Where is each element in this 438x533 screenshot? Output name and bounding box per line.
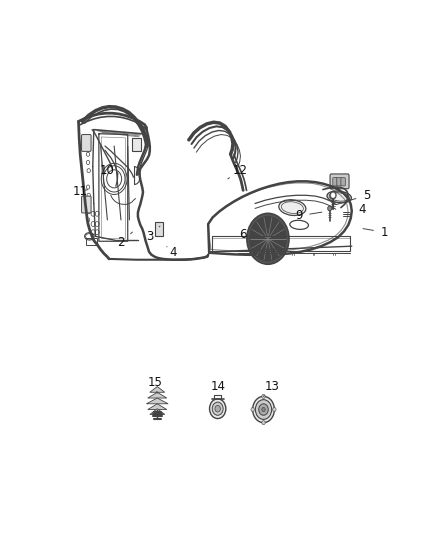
Text: 15: 15 [148,376,162,393]
Text: 11: 11 [73,185,88,198]
Text: 3: 3 [146,226,160,243]
Polygon shape [148,392,167,398]
Ellipse shape [279,200,306,215]
Circle shape [262,394,265,399]
Text: 5: 5 [336,189,370,205]
Circle shape [215,406,220,412]
FancyBboxPatch shape [337,177,341,186]
FancyBboxPatch shape [81,196,91,213]
Circle shape [273,407,276,411]
Ellipse shape [327,191,351,203]
Circle shape [262,421,265,425]
Polygon shape [148,404,167,409]
Polygon shape [150,409,165,415]
Circle shape [330,191,336,199]
Circle shape [212,402,223,415]
FancyBboxPatch shape [81,134,91,151]
Text: 14: 14 [210,379,225,395]
FancyBboxPatch shape [341,177,345,186]
Text: 9: 9 [295,209,322,222]
Text: 4: 4 [167,246,177,259]
Text: 12: 12 [228,164,247,179]
FancyBboxPatch shape [330,174,349,189]
Circle shape [328,206,332,211]
Circle shape [249,216,286,261]
Circle shape [255,400,272,419]
Text: 13: 13 [264,379,279,397]
Text: 1: 1 [363,226,388,239]
Circle shape [209,399,226,418]
Text: 6: 6 [240,228,255,241]
Polygon shape [146,398,168,404]
Text: 4: 4 [349,203,366,216]
Circle shape [259,404,268,415]
Circle shape [251,407,254,411]
Circle shape [262,407,265,411]
Text: 10: 10 [100,164,118,177]
Circle shape [331,193,335,198]
Text: 2: 2 [117,232,132,249]
Polygon shape [150,386,165,392]
FancyBboxPatch shape [132,138,141,151]
FancyBboxPatch shape [333,177,337,186]
FancyBboxPatch shape [155,222,163,236]
Circle shape [247,213,289,264]
Circle shape [253,397,274,423]
